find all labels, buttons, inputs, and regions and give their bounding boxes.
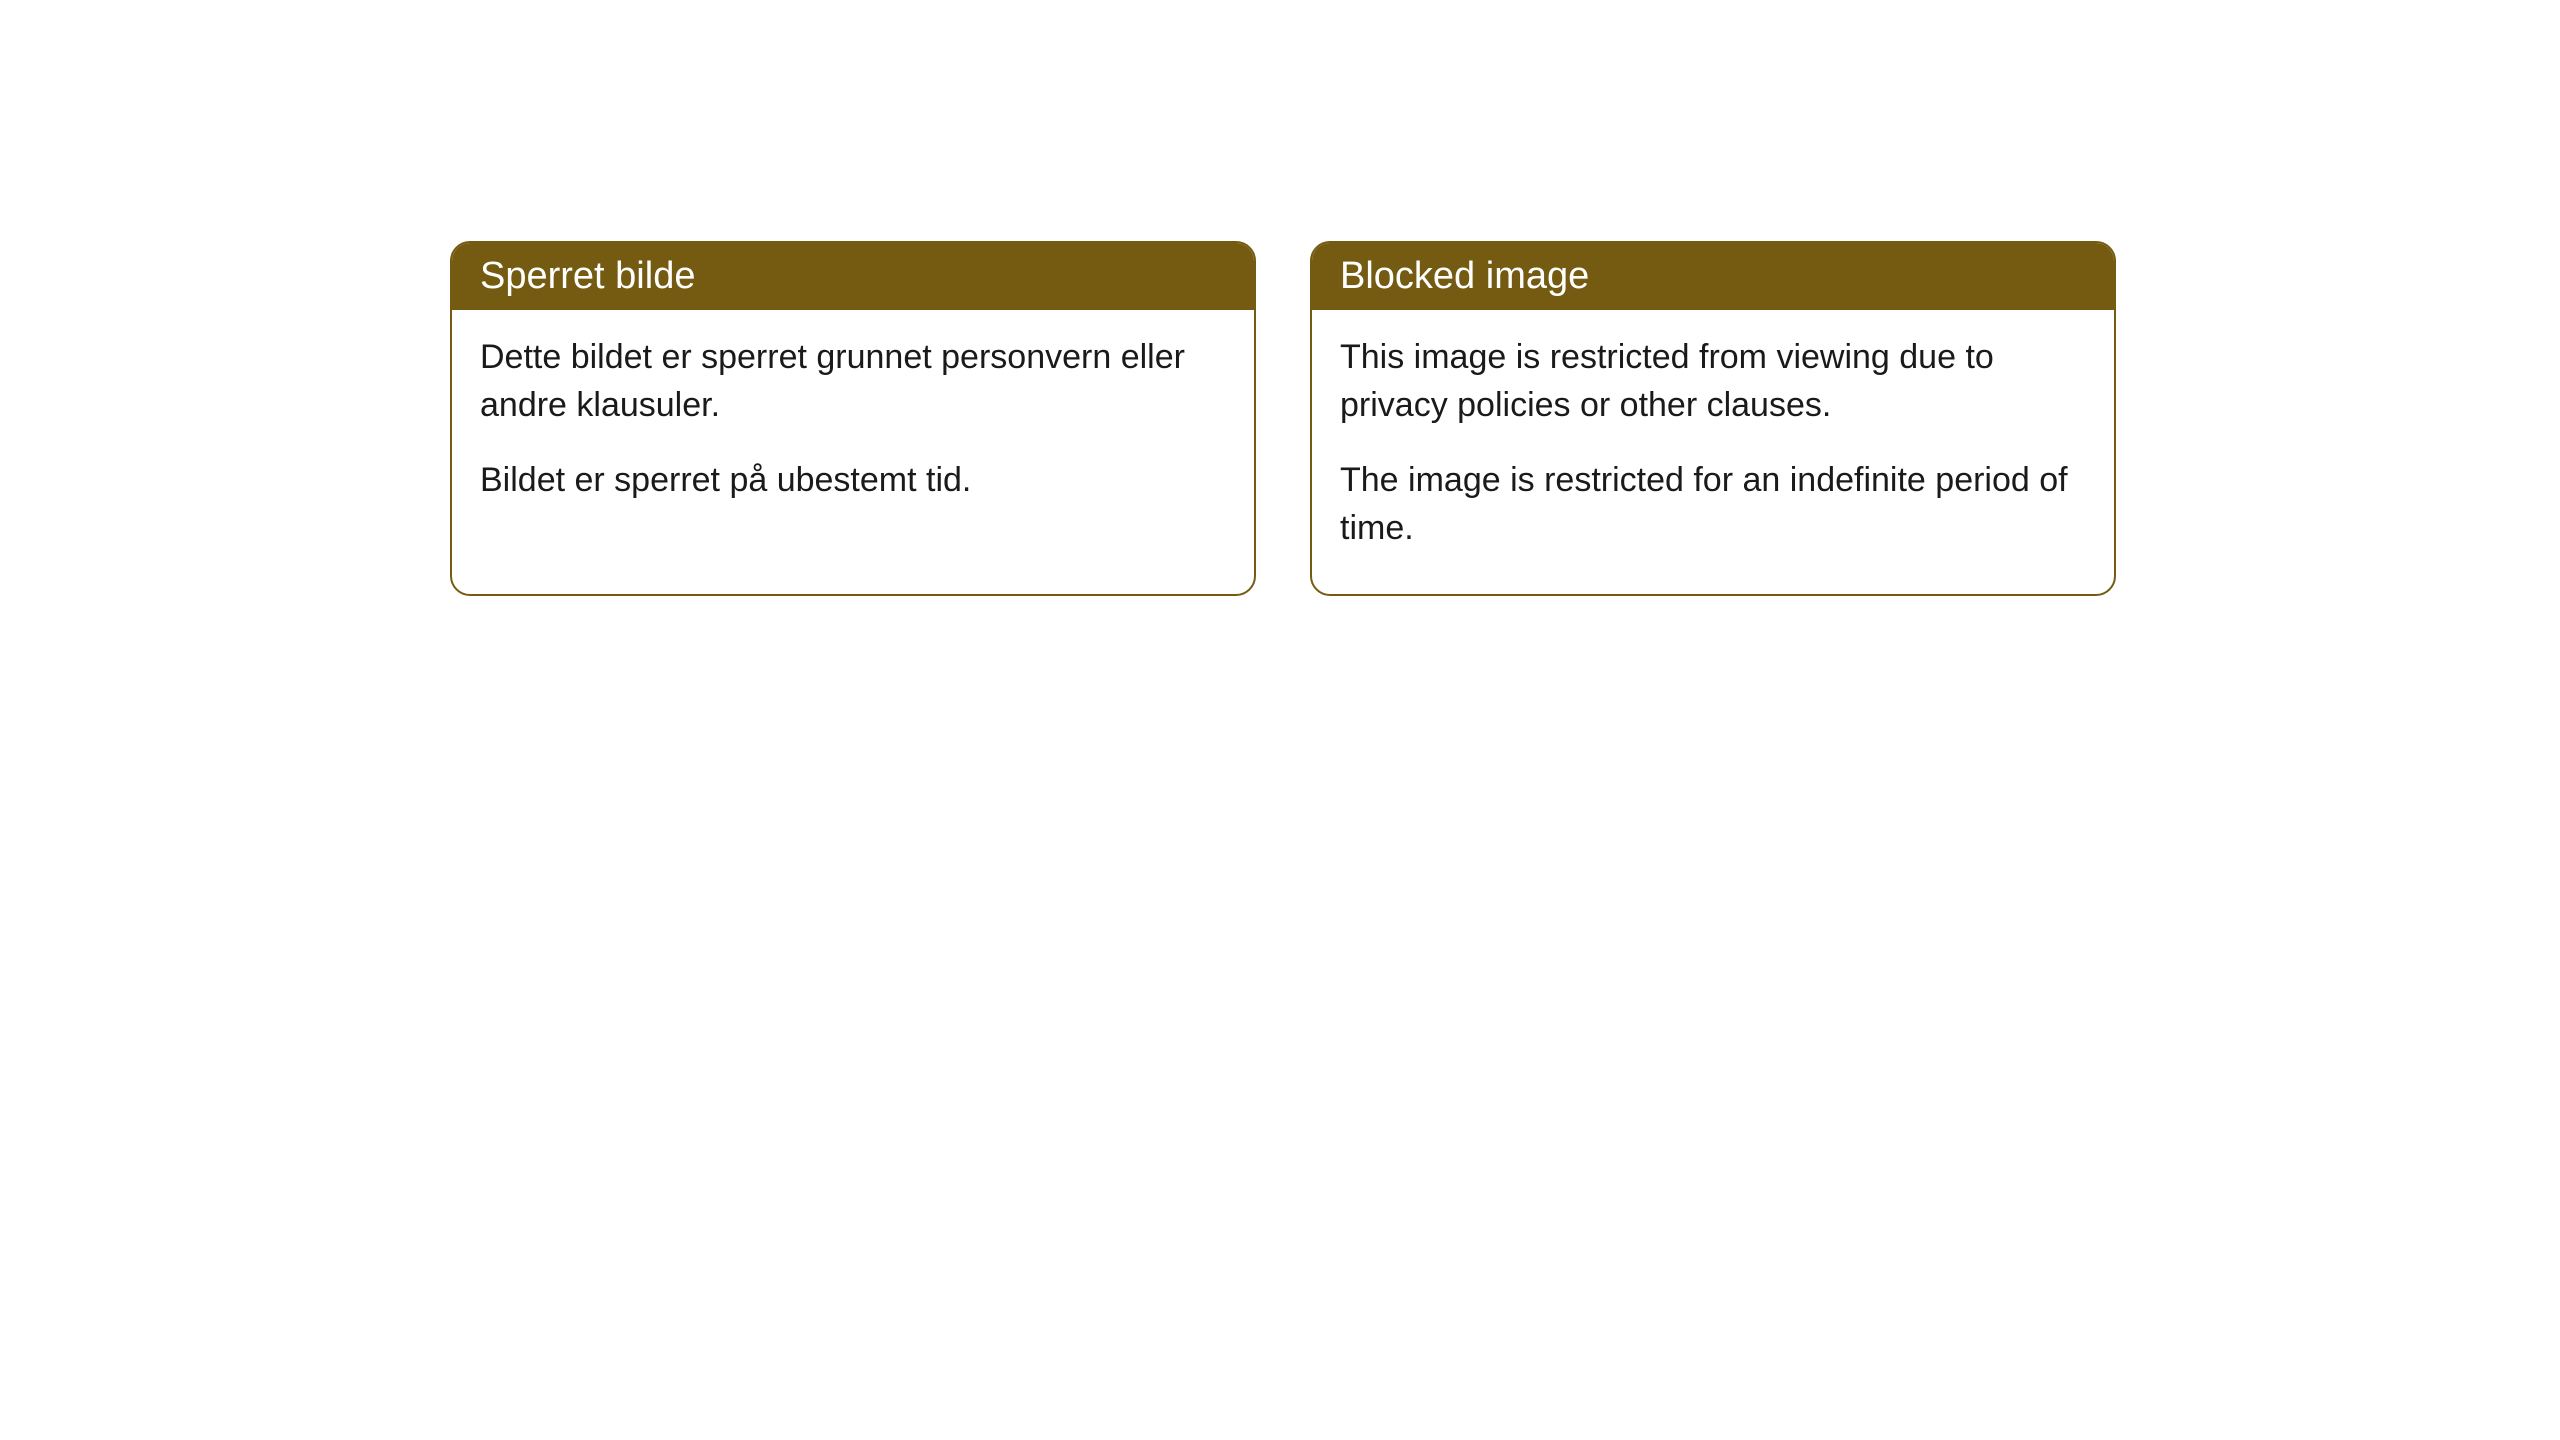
card-header: Sperret bilde xyxy=(452,243,1254,310)
card-body: Dette bildet er sperret grunnet personve… xyxy=(452,310,1254,547)
card-title: Sperret bilde xyxy=(480,255,695,297)
card-header: Blocked image xyxy=(1312,243,2114,310)
notice-cards-container: Sperret bilde Dette bildet er sperret gr… xyxy=(450,241,2116,596)
card-paragraph-1: This image is restricted from viewing du… xyxy=(1340,334,2086,429)
card-paragraph-2: Bildet er sperret på ubestemt tid. xyxy=(480,457,1226,505)
notice-card-english: Blocked image This image is restricted f… xyxy=(1310,241,2116,596)
notice-card-norwegian: Sperret bilde Dette bildet er sperret gr… xyxy=(450,241,1256,596)
card-title: Blocked image xyxy=(1340,255,1589,297)
card-paragraph-2: The image is restricted for an indefinit… xyxy=(1340,457,2086,552)
card-body: This image is restricted from viewing du… xyxy=(1312,310,2114,594)
card-paragraph-1: Dette bildet er sperret grunnet personve… xyxy=(480,334,1226,429)
